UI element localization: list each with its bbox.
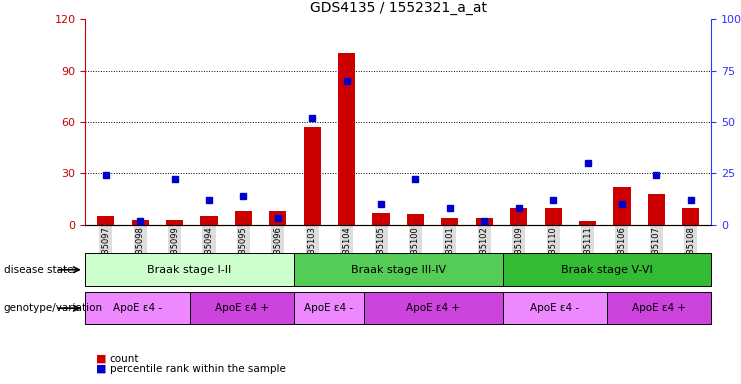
Text: ApoE ε4 +: ApoE ε4 + [215, 303, 269, 313]
Text: ApoE ε4 +: ApoE ε4 + [406, 303, 460, 313]
Text: ApoE ε4 -: ApoE ε4 - [531, 303, 579, 313]
Text: percentile rank within the sample: percentile rank within the sample [110, 364, 285, 374]
Bar [502, 292, 607, 324]
Bar [294, 292, 364, 324]
Text: ApoE ε4 +: ApoE ε4 + [632, 303, 686, 313]
Text: Braak stage III-IV: Braak stage III-IV [350, 265, 446, 275]
Bar [364, 292, 502, 324]
Bar [476, 218, 493, 225]
Bar [407, 214, 424, 225]
Bar [502, 253, 711, 286]
Bar [614, 187, 631, 225]
Text: disease state: disease state [4, 265, 73, 275]
Bar [373, 213, 390, 225]
Bar [85, 253, 294, 286]
Bar [97, 216, 114, 225]
Text: ApoE ε4 -: ApoE ε4 - [113, 303, 162, 313]
Bar [682, 207, 700, 225]
Bar [294, 253, 502, 286]
Text: genotype/variation: genotype/variation [4, 303, 103, 313]
Bar [190, 292, 294, 324]
Bar [132, 220, 149, 225]
Bar [545, 207, 562, 225]
Bar [442, 218, 459, 225]
Bar [85, 292, 190, 324]
Bar [269, 211, 287, 225]
Bar [607, 292, 711, 324]
Bar [201, 216, 218, 225]
Text: Braak stage I-II: Braak stage I-II [147, 265, 232, 275]
Bar [648, 194, 665, 225]
Bar [338, 53, 355, 225]
Text: ApoE ε4 -: ApoE ε4 - [304, 303, 353, 313]
Bar [235, 211, 252, 225]
Bar [166, 220, 183, 225]
Text: Braak stage V-VI: Braak stage V-VI [561, 265, 653, 275]
Bar [579, 221, 596, 225]
Bar [510, 207, 528, 225]
Text: count: count [110, 354, 139, 364]
Bar [304, 127, 321, 225]
Title: GDS4135 / 1552321_a_at: GDS4135 / 1552321_a_at [310, 2, 487, 15]
Text: ■: ■ [96, 364, 107, 374]
Text: ■: ■ [96, 354, 107, 364]
